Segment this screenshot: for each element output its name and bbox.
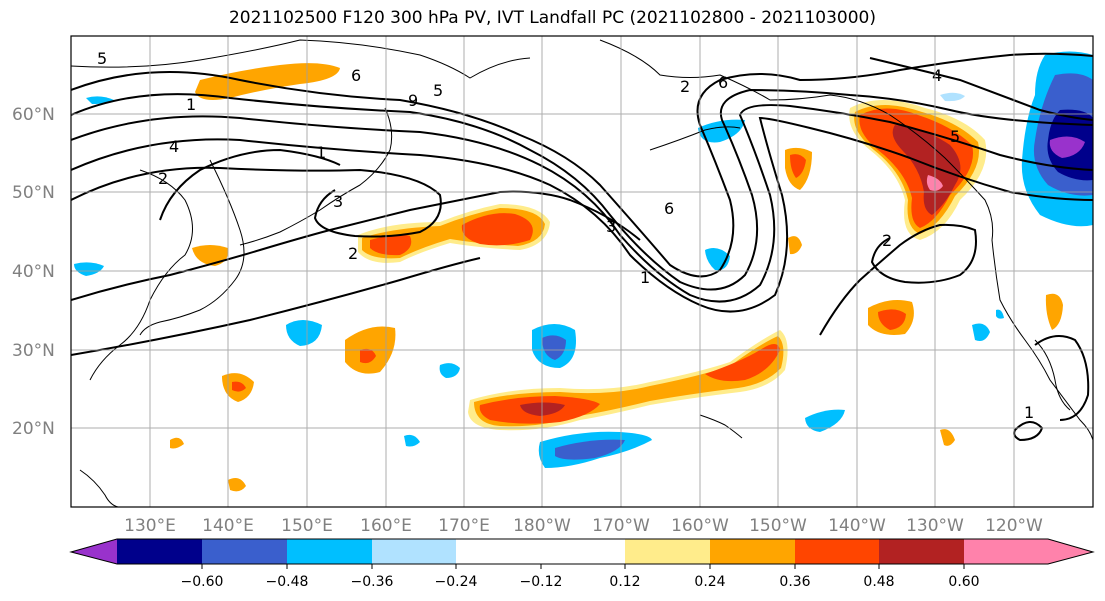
- contour-label: 5: [433, 81, 443, 100]
- lat-label-50: 50°N: [12, 183, 55, 203]
- contour-label: 1: [316, 143, 326, 162]
- colorbar-segment: [879, 539, 964, 564]
- colorbar-tick-label: 0.60: [948, 574, 979, 590]
- colorbar-tick-label: 0.12: [609, 574, 640, 590]
- contour-label: 3: [333, 192, 343, 211]
- ivt-shading: [74, 51, 1093, 492]
- colorbar-tick-label: −0.36: [351, 574, 394, 590]
- colorbar-tick-label: 0.48: [863, 574, 894, 590]
- contour-label: 5: [950, 127, 960, 146]
- colorbar-segment: [117, 539, 202, 564]
- contour-label: 2: [348, 244, 358, 263]
- colorbar-segment: [372, 539, 456, 564]
- map-title: 2021102500 F120 300 hPa PV, IVT Landfall…: [228, 8, 876, 28]
- contour-label: 2: [680, 77, 690, 96]
- lon-label-130w: 130°W: [906, 516, 964, 536]
- colorbar-segment: [202, 539, 287, 564]
- colorbar-tick-label: 0.36: [779, 574, 810, 590]
- lon-label-140w: 140°W: [828, 516, 886, 536]
- pv-contours: [71, 52, 1093, 442]
- colorbar-ticks: [201, 564, 965, 569]
- lat-label-30: 30°N: [12, 341, 55, 361]
- latitude-labels: 60°N 50°N 40°N 30°N 20°N: [12, 105, 55, 439]
- colorbar-segment: [795, 539, 879, 564]
- contour-labels: 5 6 1 4 5 6 2 9 1 3 2 3 6 2 1 4 5 2 1: [97, 49, 1034, 422]
- lon-label-150w: 150°W: [749, 516, 807, 536]
- colorbar-outline: [69, 538, 1095, 565]
- colorbar: −0.60 −0.48 −0.36 −0.24 −0.12 0.12 0.24 …: [69, 538, 1095, 590]
- colorbar-segment: [456, 539, 541, 564]
- colorbar-segment: [287, 539, 372, 564]
- lon-label-130e: 130°E: [124, 516, 176, 536]
- lon-label-150e: 150°E: [281, 516, 333, 536]
- lon-label-140e: 140°E: [202, 516, 254, 536]
- contour-label: 6: [351, 66, 361, 85]
- lon-label-160e: 160°E: [360, 516, 412, 536]
- colorbar-tick-label: −0.48: [266, 574, 309, 590]
- colorbar-segment: [541, 539, 625, 564]
- contour-label: 6: [664, 199, 674, 218]
- colorbar-tick-label: −0.12: [520, 574, 563, 590]
- colorbar-segment: [625, 539, 710, 564]
- longitude-labels: 130°E 140°E 150°E 160°E 170°E 180°W 170°…: [124, 516, 1043, 536]
- contour-label: 3: [606, 217, 616, 236]
- colorbar-extend-high: [964, 539, 1093, 564]
- lat-label-60: 60°N: [12, 105, 55, 125]
- gridlines: [71, 36, 1093, 507]
- colorbar-tick-label: 0.24: [694, 574, 725, 590]
- coastlines: [71, 39, 1093, 507]
- lon-label-170e: 170°E: [438, 516, 490, 536]
- contour-label: 1: [1024, 403, 1034, 422]
- contour-label: 4: [169, 137, 179, 156]
- contour-label: 2: [882, 231, 892, 250]
- contour-label: 1: [640, 268, 650, 287]
- contour-label: 5: [97, 49, 107, 68]
- lat-label-40: 40°N: [12, 262, 55, 282]
- colorbar-extend-low: [71, 539, 117, 564]
- map-frame: [70, 35, 1094, 508]
- lon-label-160w: 160°W: [671, 516, 729, 536]
- colorbar-tick-label: −0.60: [181, 574, 224, 590]
- contour-label: 4: [932, 66, 942, 85]
- lon-label-180w: 180°W: [513, 516, 571, 536]
- contour-label: 1: [186, 95, 196, 114]
- lon-label-170w: 170°W: [592, 516, 650, 536]
- colorbar-segment: [710, 539, 795, 564]
- contour-label: 9: [408, 91, 418, 110]
- contour-label: 6: [718, 73, 728, 92]
- contour-label: 2: [158, 169, 168, 188]
- lon-label-120w: 120°W: [985, 516, 1043, 536]
- lat-label-20: 20°N: [12, 419, 55, 439]
- colorbar-tick-label: −0.24: [435, 574, 478, 590]
